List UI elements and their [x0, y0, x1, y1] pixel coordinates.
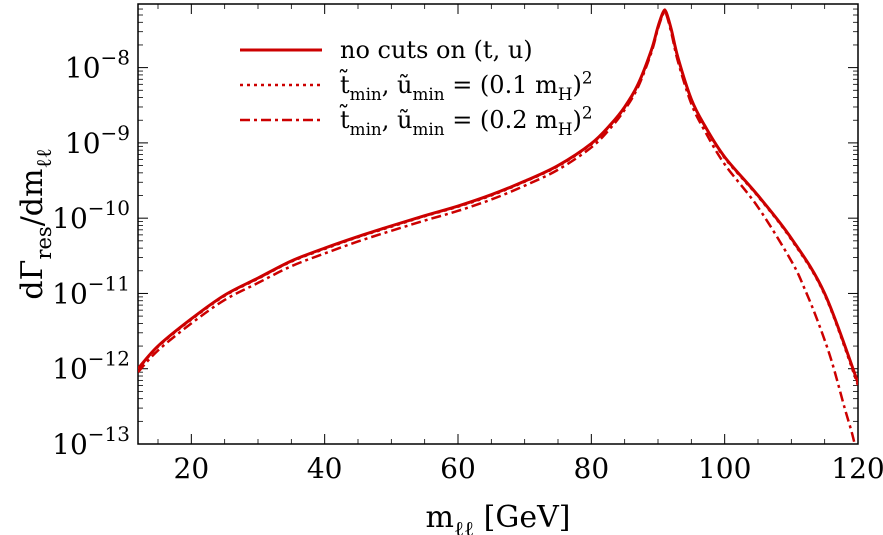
series-line-2 — [138, 9, 858, 386]
series-line-3 — [138, 10, 856, 444]
axis-ticks — [138, 3, 859, 445]
y-tick-label: 10−12 — [52, 347, 130, 386]
plot-frame — [137, 3, 859, 445]
y-tick-label: 10−8 — [65, 46, 130, 85]
x-tick-label: 20 — [174, 452, 210, 485]
y-tick-label: 10−13 — [52, 422, 130, 461]
legend-label-2: t̃min, ũmin = (0.1 mH)2 — [340, 67, 593, 104]
legend-label-3: t̃min, ũmin = (0.2 mH)2 — [340, 102, 593, 139]
y-tick-label: 10−10 — [52, 196, 130, 235]
y-tick-label: 10−11 — [52, 271, 130, 310]
legend: no cuts on (t, u) t̃min, ũmin = (0.1 mH)2… — [240, 36, 593, 139]
x-axis-label: mℓℓ [GeV] — [426, 500, 571, 535]
legend-label-1: no cuts on (t, u) — [340, 36, 533, 64]
series-layer — [138, 8, 858, 444]
tick-labels: 20 40 60 80 100 120 10−8 10−9 10−10 10−11 10−12 10−… — [52, 46, 883, 485]
x-tick-label: 40 — [307, 452, 343, 485]
x-tick-label: 60 — [440, 452, 476, 485]
x-tick-label: 100 — [698, 452, 751, 485]
y-axis-label: dΓres/dmℓℓ — [15, 148, 56, 299]
x-tick-label: 120 — [831, 452, 883, 485]
x-tick-label: 80 — [574, 452, 610, 485]
y-tick-label: 10−9 — [65, 121, 130, 160]
